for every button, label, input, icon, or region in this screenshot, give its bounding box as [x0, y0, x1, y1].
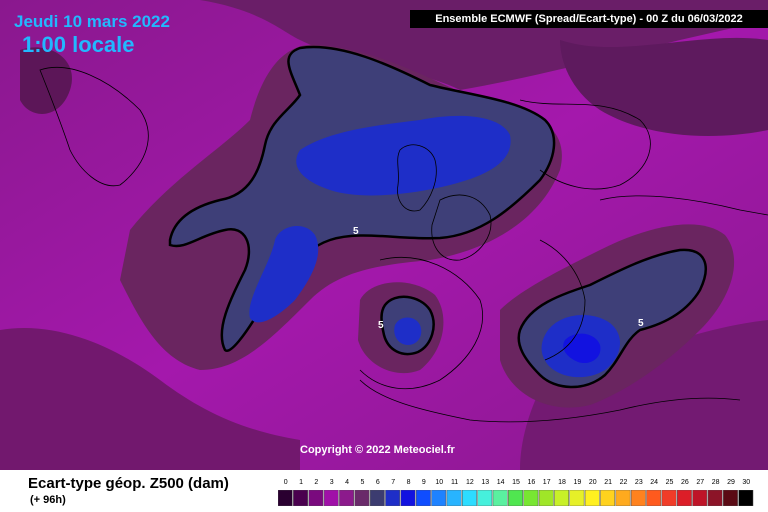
scale-swatch	[446, 490, 462, 506]
core-blue-iberia	[394, 317, 422, 345]
scale-label: 24	[650, 479, 659, 486]
scale-label: 3	[329, 479, 334, 486]
legend-subtitle: (+ 96h)	[30, 494, 66, 506]
scale-swatch	[278, 490, 293, 506]
scale-label: 4	[345, 479, 350, 486]
scale-swatch	[308, 490, 324, 506]
model-info-banner: Ensemble ECMWF (Spread/Ecart-type) - 00 …	[410, 10, 768, 28]
scale-label: 18	[558, 479, 566, 486]
scale-label: 26	[680, 479, 689, 486]
scale-label: 11	[450, 479, 459, 486]
dark-region-northeast	[560, 37, 768, 136]
legend-title: Ecart-type géop. Z500 (dam)	[28, 475, 229, 492]
scale-swatch	[508, 490, 523, 506]
scale-label: 22	[619, 479, 628, 486]
scale-swatch	[738, 490, 754, 506]
scale-swatch	[431, 490, 447, 506]
scale-swatch	[661, 490, 677, 506]
scale-swatch	[339, 490, 355, 506]
scale-label: 9	[421, 479, 426, 486]
forecast-date: Jeudi 10 mars 2022	[14, 12, 170, 31]
scale-swatch	[323, 490, 339, 506]
scale-label: 13	[481, 479, 490, 486]
spread-map	[0, 0, 768, 470]
scale-swatch	[630, 490, 646, 506]
dark-region-southeast	[520, 320, 768, 470]
scale-label: 30	[742, 479, 751, 486]
core-blue-mid	[249, 225, 319, 323]
scale-swatch	[676, 490, 692, 506]
scale-swatch	[492, 490, 508, 506]
dark-region-west	[20, 47, 72, 114]
scale-swatch	[354, 490, 370, 506]
scale-swatch	[584, 490, 600, 506]
scale-label: 8	[406, 479, 411, 486]
scale-label: 0	[283, 479, 288, 486]
scale-label: 15	[512, 479, 520, 486]
scale-label: 19	[573, 479, 582, 486]
scale-label: 10	[435, 479, 444, 486]
scale-label: 27	[696, 479, 705, 486]
scale-swatch	[400, 490, 416, 506]
contour-label: 5	[353, 226, 359, 237]
contour-label: 5	[638, 318, 644, 329]
contour-label: 5	[378, 320, 384, 331]
scale-label: 14	[496, 479, 505, 486]
scale-swatch	[415, 490, 431, 506]
scale-swatch	[369, 490, 385, 506]
core-blue-north	[296, 115, 511, 196]
scale-swatch	[462, 490, 477, 506]
copyright-text: Copyright © 2022 Meteociel.fr	[300, 444, 455, 456]
scale-swatch	[600, 490, 616, 506]
scale-label: 5	[360, 479, 365, 486]
scale-swatch	[692, 490, 708, 506]
scale-label: 21	[604, 479, 613, 486]
scale-swatch	[385, 490, 401, 506]
color-scale	[278, 490, 754, 506]
dark-region-southwest	[0, 328, 300, 470]
scale-swatch	[554, 490, 569, 506]
scale-swatch	[707, 490, 723, 506]
scale-swatch	[646, 490, 662, 506]
scale-swatch	[615, 490, 631, 506]
scale-label: 29	[727, 479, 735, 486]
scale-label: 23	[634, 479, 643, 486]
scale-label: 20	[588, 479, 597, 486]
scale-label: 16	[527, 479, 536, 486]
scale-swatch	[723, 490, 738, 506]
scale-swatch	[477, 490, 493, 506]
scale-label: 2	[314, 479, 319, 486]
scale-label: 28	[711, 479, 720, 486]
forecast-hour: 1:00 locale	[22, 32, 135, 57]
scale-label: 17	[542, 479, 551, 486]
scale-labels: 0 1 2 3 4 5 6 7 8 9 10 11 12 13 14 15 16 17 18 19 20 21 22 23 24…	[278, 479, 754, 489]
scale-swatch	[538, 490, 554, 506]
scale-swatch	[293, 490, 308, 506]
scale-label: 25	[665, 479, 674, 486]
scale-swatch	[523, 490, 539, 506]
scale-swatch	[569, 490, 585, 506]
scale-label: 6	[375, 479, 380, 486]
scale-label: 7	[391, 479, 396, 486]
coastlines	[39, 67, 768, 423]
scale-label: 1	[299, 479, 303, 486]
scale-label: 12	[466, 479, 474, 486]
